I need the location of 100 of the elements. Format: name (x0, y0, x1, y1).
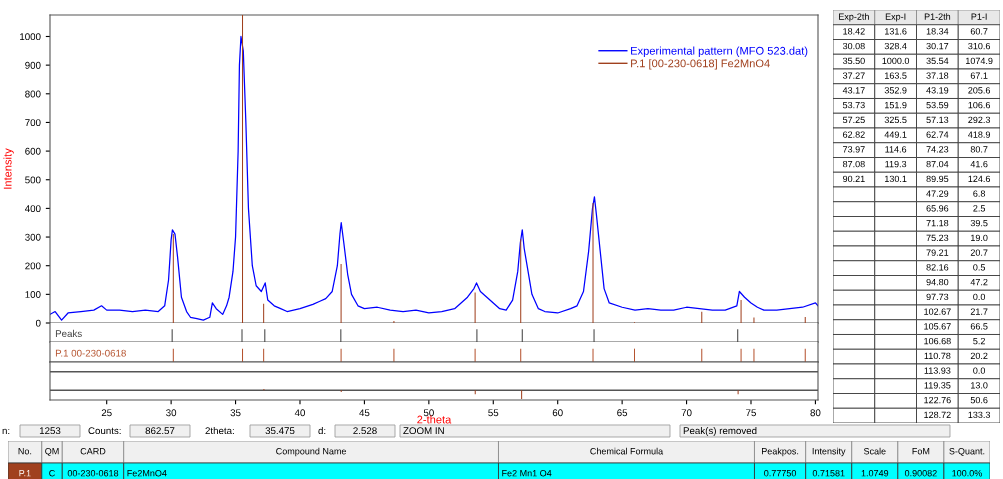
text: 325.5 (884, 116, 907, 124)
text: 79.21 (926, 249, 949, 256)
y-tick-label: 200 (25, 262, 41, 270)
text: 0.71581 (812, 470, 845, 477)
category-label: Scale (863, 447, 886, 455)
x-tick-label: 25 (101, 409, 112, 417)
text: 57.13 (926, 116, 949, 124)
text: Fe2MnO4 (127, 470, 167, 477)
text: 119.35 (924, 382, 951, 389)
text: 1.0749 (861, 470, 889, 477)
text: 205.6 (968, 87, 991, 94)
text: 82.16 (926, 264, 949, 271)
category-label: Intensity (812, 447, 846, 457)
text: C (49, 470, 55, 477)
text: 352.9 (884, 87, 907, 94)
text: 449.1 (884, 131, 907, 138)
text: 163.5 (885, 72, 907, 79)
text: 13.0 (971, 382, 988, 389)
y-tick-label: 0 (35, 319, 41, 327)
text: 328.4 (884, 42, 907, 50)
x-tick-label: 70 (681, 409, 692, 417)
text: 292.3 (968, 116, 991, 124)
y-axis-title: Intensity (3, 148, 14, 189)
text: 41.6 (970, 160, 988, 168)
category-label: P1-I (971, 13, 987, 20)
x-tick-label: 30 (166, 409, 177, 417)
text: 60.7 (970, 28, 988, 35)
text: 1253 (39, 427, 61, 435)
text: 87.08 (842, 160, 865, 168)
text: n: (2, 428, 10, 435)
text: 74.23 (926, 146, 949, 153)
x-tick-label: 60 (552, 409, 563, 417)
category-label: Exp-I (885, 13, 906, 22)
text: Peak(s) removed (683, 426, 757, 437)
text: 310.6 (968, 42, 991, 50)
text: 71.18 (926, 219, 949, 227)
legend-label: P.1 [00-230-0618] Fe2MnO4 (631, 59, 770, 70)
text: 53.59 (926, 101, 949, 109)
text: ZOOM IN (403, 427, 444, 435)
text: 57.25 (842, 116, 865, 124)
text: 124.6 (968, 175, 991, 183)
text: 1074.9 (966, 57, 993, 65)
y-tick-label: 1000 (20, 33, 41, 41)
text: 2theta: (205, 426, 234, 435)
text: 18.42 (843, 28, 865, 35)
text: 133.3 (968, 411, 991, 419)
text: 1000.0 (882, 57, 910, 65)
category-label: No. (18, 448, 32, 455)
y-tick-label: 900 (25, 61, 41, 69)
text: 89.95 (926, 175, 949, 183)
text: 0.77750 (764, 470, 797, 477)
text: 862.57 (145, 427, 175, 435)
text: 94.80 (926, 278, 949, 286)
text: 43.17 (842, 87, 865, 94)
y-tick-label: 400 (24, 205, 41, 213)
text: 0.90082 (904, 470, 937, 477)
text: 97.73 (926, 293, 949, 301)
text: 90.21 (843, 175, 865, 183)
y-tick-label: 300 (25, 233, 41, 241)
text: 21.7 (970, 308, 988, 315)
text: 00-230-0618 (67, 470, 119, 477)
x-tick-label: 45 (359, 409, 370, 417)
text: 2.528 (353, 427, 377, 435)
x-tick-label: 55 (488, 409, 499, 417)
text: 62.74 (926, 131, 949, 138)
text: 39.5 (970, 219, 988, 227)
text: 30.08 (842, 42, 865, 50)
text: 5.2 (973, 337, 985, 345)
text: 2.5 (973, 205, 986, 212)
category-label: Chemical Formula (590, 447, 664, 455)
text: d: (318, 426, 326, 435)
text: 62.82 (843, 131, 865, 138)
x-tick-label: 50 (423, 409, 434, 417)
text: 110.78 (924, 352, 951, 360)
text: 73.97 (843, 146, 865, 153)
text: 35.475 (265, 427, 295, 435)
text: 47.2 (970, 278, 988, 286)
category-label: Exp-2th (839, 13, 869, 22)
y-tick-label: 500 (25, 176, 41, 184)
text: 65.96 (926, 205, 949, 212)
x-tick-label: 80 (810, 409, 821, 417)
y-tick-label: 800 (25, 90, 41, 98)
text: 37.18 (926, 72, 949, 79)
text: 113.93 (924, 367, 951, 374)
x-tick-label: 65 (617, 409, 628, 417)
text: P.1 00-230-0618 (55, 349, 126, 357)
text: 18.34 (926, 28, 949, 35)
text: 102.67 (924, 308, 951, 315)
text: 19.0 (971, 234, 988, 242)
text: 53.73 (842, 101, 865, 109)
category-label: Compound Name (276, 447, 347, 457)
text: 30.17 (926, 42, 949, 50)
text: Counts: (88, 427, 121, 435)
y-tick-label: 100 (25, 291, 41, 298)
text: 87.04 (926, 160, 949, 168)
text: 0.0 (973, 293, 986, 301)
text: 119.3 (885, 160, 907, 168)
text: 130.1 (885, 175, 907, 183)
text: 43.19 (926, 87, 949, 94)
category-label: QM (45, 448, 59, 457)
